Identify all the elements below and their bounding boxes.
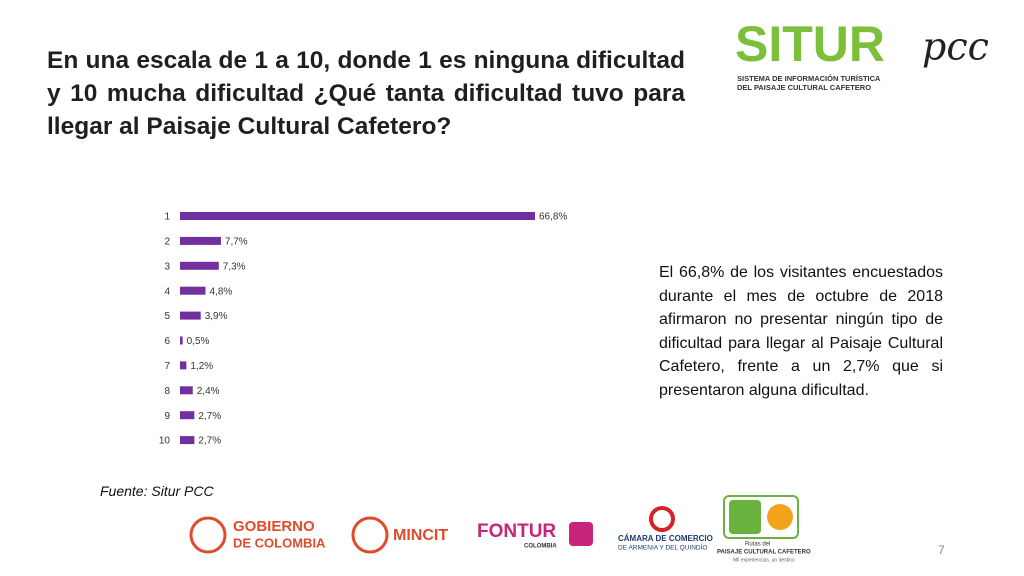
logo-text: CÁMARA DE COMERCIO	[618, 534, 713, 543]
data-label: 7,7%	[225, 237, 248, 248]
logo-text: DE COLOMBIA	[233, 535, 326, 550]
y-tick-label: 2	[164, 237, 170, 248]
logo-text: PAISAJE CULTURAL CAFETERO	[717, 550, 811, 556]
footer-logos: GOBIERNO DE COLOMBIA MINCIT FONTUR COLOM…	[189, 495, 811, 563]
y-tick-label: 10	[159, 436, 171, 447]
logo-text: GOBIERNO	[233, 518, 315, 535]
data-label: 66,8%	[539, 212, 567, 223]
bar	[180, 286, 206, 295]
bar	[180, 261, 219, 270]
data-label: 2,4%	[197, 386, 220, 397]
bar	[180, 336, 183, 345]
data-label: 3,9%	[205, 311, 228, 322]
logo-text: SISTEMA DE INFORMACIÓN TURÍSTICA	[737, 74, 881, 83]
bar	[180, 386, 193, 395]
logo-text: FONTUR	[477, 521, 556, 542]
logo-text: MINCIT	[393, 527, 448, 544]
y-tick-label: 6	[164, 336, 170, 347]
logo-text: pcc	[922, 25, 989, 69]
page-number: 7	[938, 543, 945, 557]
logo-text: SITUR	[735, 16, 885, 72]
logo-box	[569, 522, 593, 546]
y-tick-label: 7	[164, 361, 170, 372]
y-tick-label: 1	[164, 212, 170, 223]
source: Fuente: Situr PCC	[100, 483, 214, 499]
data-label: 2,7%	[198, 436, 221, 447]
bar	[180, 236, 221, 245]
logo-seal	[351, 516, 389, 554]
body-text: El 66,8% de los visitantes encuestados d…	[659, 264, 943, 399]
bar	[180, 436, 195, 445]
logo-seal	[767, 504, 793, 530]
data-label: 4,8%	[210, 286, 233, 297]
y-tick-label: 4	[164, 286, 170, 297]
y-tick-label: 5	[164, 311, 170, 322]
y-tick-label: 9	[164, 411, 170, 422]
data-label: 7,3%	[223, 261, 246, 272]
logo-text: COLOMBIA	[524, 544, 557, 550]
bar	[180, 411, 195, 420]
y-tick-label: 8	[164, 386, 170, 397]
situr-logo: SITUR pcc SISTEMA DE INFORMACIÓN TURÍSTI…	[735, 16, 989, 92]
bar	[180, 361, 187, 370]
y-tick-label: 3	[164, 261, 170, 272]
logo-seal	[189, 516, 227, 554]
logo-text: Mil experiencias, un destino	[733, 557, 795, 563]
bar	[180, 311, 201, 320]
logo-seal	[649, 506, 675, 532]
data-label: 1,2%	[190, 361, 213, 372]
logo-text: Rutas del	[745, 542, 770, 548]
logo-text: DEL PAISAJE CULTURAL CAFETERO	[737, 83, 871, 92]
data-label: 2,7%	[198, 411, 221, 422]
data-label: 0,5%	[187, 336, 210, 347]
bar	[180, 212, 535, 220]
logo-text: DE ARMENIA Y DEL QUINDÍO	[618, 543, 707, 552]
slide-title: En una escala de 1 a 10, donde 1 es ning…	[47, 47, 685, 140]
logo-box	[729, 500, 761, 534]
